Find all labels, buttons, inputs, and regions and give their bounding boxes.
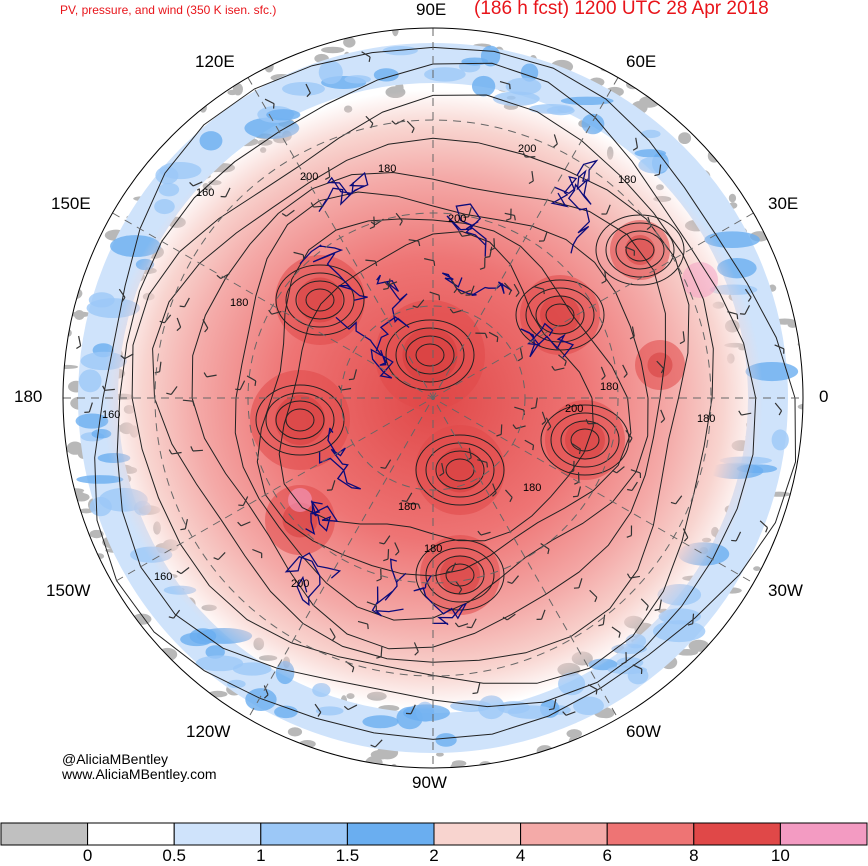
colorbar-tick-label: 1 [256, 846, 265, 866]
pressure-label: 200 [518, 143, 536, 155]
colorbar-swatch [694, 823, 781, 845]
colorbar-swatch [261, 823, 348, 845]
lon-label-0: 0 [819, 387, 828, 407]
pressure-label: 160 [196, 187, 214, 199]
lon-label-120w: 120W [186, 722, 230, 742]
pressure-label: 160 [154, 571, 172, 583]
colorbar-tick-label: 2 [429, 846, 438, 866]
lon-label-150w: 150W [46, 581, 90, 601]
pressure-label: 200 [291, 578, 309, 590]
colorbar-swatch [780, 823, 867, 845]
colorbar-swatch [88, 823, 175, 845]
pressure-label: 180 [600, 381, 618, 393]
colorbar-swatch [607, 823, 694, 845]
colorbar-swatch [521, 823, 608, 845]
pressure-label: 180 [398, 501, 416, 513]
colorbar-swatch [174, 823, 261, 845]
author-handle: @AliciaMBentley [62, 751, 168, 767]
colorbar-tick-label: 6 [602, 846, 611, 866]
colorbar-swatch [434, 823, 521, 845]
colorbar-swatch [347, 823, 434, 845]
lon-label-180: 180 [14, 387, 42, 407]
pressure-label: 180 [378, 163, 396, 175]
lon-label-120e: 120E [195, 52, 235, 72]
pressure-label: 180 [424, 543, 442, 555]
pressure-label: 200 [300, 171, 318, 183]
colorbar-tick-label: 0.5 [162, 846, 186, 866]
pressure-label: 200 [565, 403, 583, 415]
colorbar-swatch [1, 823, 88, 845]
lon-label-60e: 60E [626, 52, 656, 72]
colorbar-tick-label: 4 [516, 846, 525, 866]
lon-label-90e: 90E [416, 0, 446, 20]
colorbar-tick-label: 1.5 [336, 846, 360, 866]
pressure-label: 200 [448, 213, 466, 225]
pressure-label: 160 [102, 409, 120, 421]
colorbar [0, 822, 868, 848]
colorbar-tick-label: 8 [689, 846, 698, 866]
pressure-label: 180 [523, 482, 541, 494]
pressure-label: 180 [697, 413, 715, 425]
colorbar-tick-label: 0 [83, 846, 92, 866]
author-website: www.AliciaMBentley.com [62, 766, 217, 782]
pressure-label: 180 [618, 174, 636, 186]
lon-label-90w: 90W [412, 773, 447, 793]
lon-label-30w: 30W [768, 581, 803, 601]
lon-label-60w: 60W [626, 722, 661, 742]
lon-label-150e: 150E [51, 194, 91, 214]
colorbar-tick-label: 10 [771, 846, 790, 866]
lon-label-30e: 30E [768, 194, 798, 214]
pressure-label: 180 [230, 297, 248, 309]
